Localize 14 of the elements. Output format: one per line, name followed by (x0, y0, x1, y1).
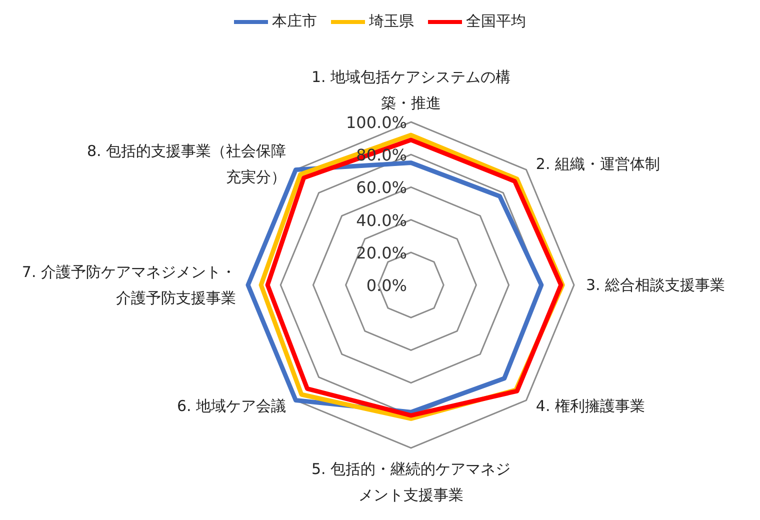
spoke-label: 8. 包括的支援事業（社会保障充実分） (86, 142, 286, 186)
legend-label: 本庄市 (272, 12, 317, 31)
y-tick-label: 40.0% (356, 210, 407, 230)
spoke-label: 7. 介護予防ケアマネジメント・介護予防支援事業 (22, 263, 236, 307)
y-tick-label: 60.0% (356, 178, 407, 198)
spoke-label: 4. 権利擁護事業 (536, 396, 646, 415)
spoke-label: 1. 地域包括ケアシステムの構築・推進 (311, 68, 511, 112)
spoke-label: 5. 包括的・継続的ケアマネジメント支援事業 (311, 460, 511, 504)
spoke-label: 2. 組織・運営体制 (536, 155, 660, 174)
spoke-label: 6. 地域ケア会議 (176, 396, 286, 415)
legend-label: 埼玉県 (369, 12, 414, 31)
spoke-label: 3. 総合相談支援事業 (586, 276, 726, 294)
y-tick-label: 100.0% (346, 113, 407, 132)
legend-label: 全国平均 (466, 12, 526, 31)
